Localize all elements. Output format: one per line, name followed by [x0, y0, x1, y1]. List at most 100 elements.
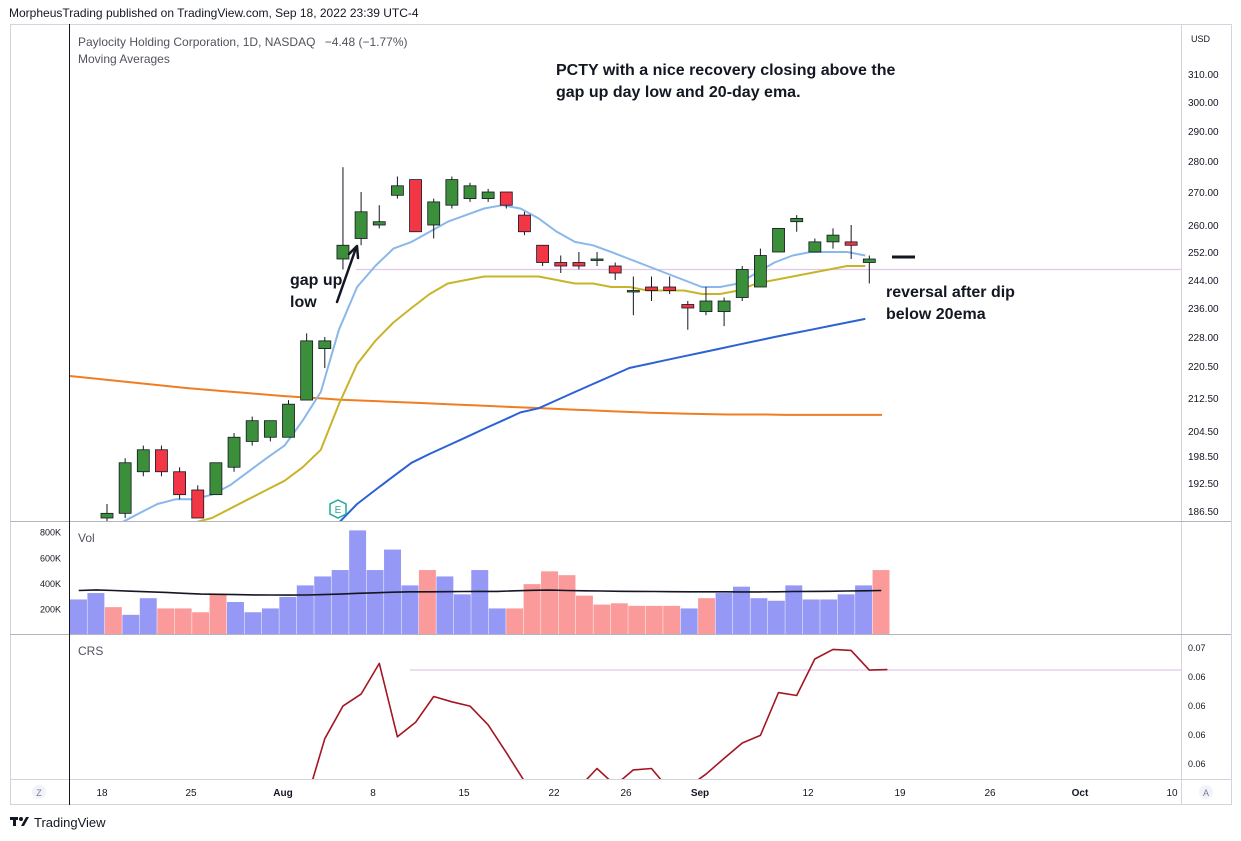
chart-frame [10, 24, 1232, 805]
scale-button-right-label: A [1203, 788, 1209, 798]
candle-body [808, 241, 822, 253]
candle-body [572, 262, 586, 267]
volume-bar [366, 570, 384, 634]
earnings-marker[interactable] [329, 499, 347, 519]
volume-bar [244, 612, 262, 634]
volume-bar [453, 594, 471, 634]
volume-bar [558, 575, 576, 634]
candle-body [862, 258, 876, 263]
volume-bar [610, 603, 628, 634]
publisher-header: MorpheusTrading published on TradingView… [9, 6, 419, 20]
volume-pane-label: Vol [78, 531, 95, 545]
crs-tick-label: 0.06 [1188, 730, 1206, 740]
time-tick-label: Aug [273, 788, 292, 799]
headline-annotation: PCTY with a nice recovery closing above … [556, 60, 895, 104]
candle-body [536, 244, 549, 263]
volume-bar [872, 570, 890, 634]
candle-body [191, 489, 205, 519]
volume-bar [349, 530, 367, 634]
volume-bar [820, 599, 838, 634]
volume-bar [802, 599, 820, 634]
candle-body [282, 403, 295, 438]
volume-tick-label: 600K [40, 553, 61, 563]
volume-bar [401, 585, 419, 634]
volume-bar [227, 602, 244, 634]
footer: TradingView [10, 815, 106, 830]
price-tick-label: 244.00 [1188, 276, 1219, 287]
scale-button-left-label: Z [36, 788, 42, 798]
crs-tick-label: 0.06 [1188, 672, 1206, 682]
gap-line-1: gap up [290, 272, 343, 289]
ma50-line [339, 317, 866, 521]
time-tick-label: 26 [984, 788, 996, 799]
price-tick-label: 186.50 [1188, 507, 1219, 518]
volume-bar [157, 608, 175, 634]
candle-body [427, 201, 441, 226]
volume-bar [855, 585, 873, 634]
crs-line-group [312, 648, 888, 779]
candle-body [300, 340, 314, 401]
footer-brand: TradingView [34, 815, 106, 830]
scale-button-right[interactable] [1199, 785, 1213, 799]
volume-ma-line [78, 589, 882, 596]
volume-tick-label: 400K [40, 579, 61, 589]
volume-bar [192, 612, 210, 634]
price-tick-label: 310.00 [1188, 70, 1219, 81]
ma200-line [70, 375, 882, 416]
price-tick-label: 220.50 [1188, 362, 1219, 373]
volume-bar [785, 585, 803, 634]
candle-body [590, 258, 604, 261]
crs-tick-label: 0.07 [1188, 643, 1206, 653]
candle-body [645, 286, 658, 291]
candle-body [136, 449, 150, 473]
volume-bar [732, 586, 750, 634]
time-tick-label: Sep [691, 788, 709, 799]
price-tick-label: 212.50 [1188, 394, 1219, 405]
indicator-legend[interactable]: Moving Averages [78, 52, 170, 66]
price-tick-label: 236.00 [1188, 304, 1219, 315]
scale-button-left[interactable] [32, 785, 46, 799]
candle-body [681, 304, 695, 309]
reversal-annotation: reversal after dip below 20ema [886, 282, 1015, 326]
price-unit: USD [1191, 34, 1211, 44]
volume-bar [593, 604, 611, 634]
crs-pane-label: CRS [78, 644, 104, 658]
price-tick-label: 204.50 [1188, 427, 1219, 438]
volume-bar [104, 607, 122, 634]
crs-tick-label: 0.06 [1188, 701, 1206, 711]
candle-body [209, 462, 223, 496]
candle-body [717, 300, 731, 313]
reversal-line-2: below 20ema [886, 306, 986, 323]
price-tick-label: 228.00 [1188, 333, 1219, 344]
volume-bar [261, 608, 279, 634]
time-tick-label: 22 [548, 788, 560, 799]
time-tick-label: 15 [458, 788, 470, 799]
volume-bar [680, 608, 698, 634]
volume-bar [279, 596, 297, 634]
volume-bar [331, 570, 349, 634]
volume-bar [296, 585, 314, 634]
candle-body [155, 449, 168, 473]
symbol-legend: Paylocity Holding Corporation, 1D, NASDA… [78, 35, 408, 49]
time-tick-label: 12 [802, 788, 814, 799]
volume-bar [837, 594, 855, 634]
price-tick-label: 192.50 [1188, 479, 1219, 490]
time-tick-label: 10 [1166, 788, 1178, 799]
volume-bar [471, 570, 489, 634]
price-tick-label: 260.00 [1188, 221, 1219, 232]
candle-body [227, 436, 241, 468]
volume-tick-label: 800K [40, 528, 61, 538]
candle-body [445, 179, 459, 206]
candle-body [118, 462, 132, 514]
candle-body [463, 185, 477, 200]
symbol-name: Paylocity Holding Corporation, 1D, NASDA… [78, 35, 316, 49]
candle-body [173, 471, 187, 496]
candle-body [336, 244, 350, 260]
candle-body [518, 214, 531, 233]
time-tick-label: 25 [185, 788, 197, 799]
volume-bar [767, 600, 785, 634]
crs-tick-label: 0.06 [1188, 759, 1206, 769]
volume-bar [715, 593, 733, 634]
gap-line-2: low [290, 294, 317, 311]
